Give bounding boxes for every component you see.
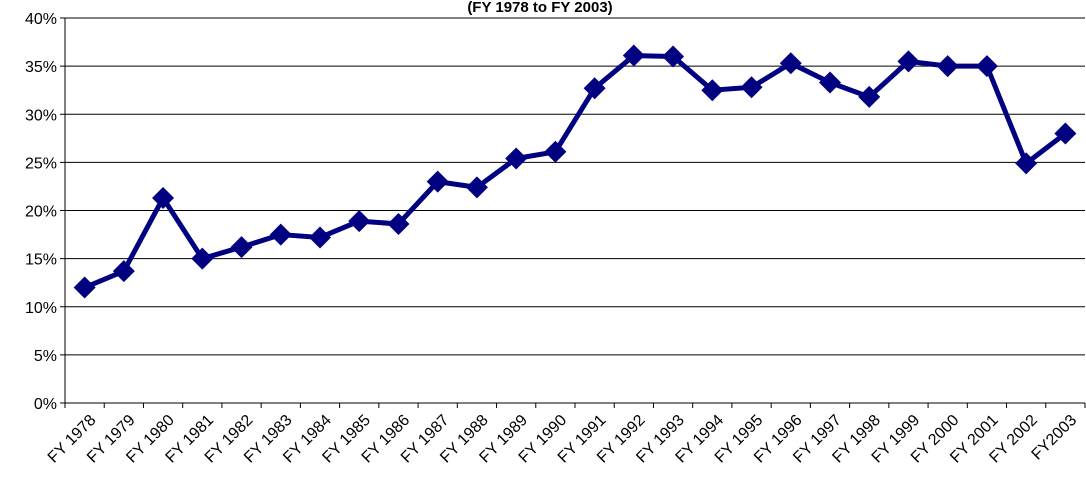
y-tick-label: 20% [25,204,57,221]
marker [73,276,96,299]
marker [701,79,724,102]
marker [387,212,410,235]
marker [936,55,959,78]
marker [191,247,214,270]
marker [230,236,253,259]
y-tick-label: 10% [25,300,57,317]
marker [348,210,371,233]
y-tick-label: 15% [25,252,57,269]
marker [858,85,881,108]
marker [897,50,920,73]
marker [426,170,449,193]
marker [309,226,331,249]
y-tick-label: 40% [25,11,57,28]
marker [779,52,802,75]
marker [740,76,763,99]
marker [622,44,645,67]
marker [583,77,606,100]
marker [152,186,175,209]
marker [662,45,685,68]
y-tick-label: 0% [34,396,57,413]
y-tick-label: 30% [25,107,57,124]
y-tick-label: 25% [25,155,57,172]
marker [819,71,841,94]
chart-title: (FY 1978 to FY 2003) [467,0,612,16]
y-tick-label: 35% [25,59,57,76]
marker [112,260,135,283]
marker [505,147,528,170]
marker [544,140,567,163]
marker [269,223,292,246]
marker [465,176,488,199]
marker [1054,122,1077,145]
line [83,53,1067,290]
y-tick-label: 5% [34,348,57,365]
marker [975,55,998,78]
marker [1015,152,1038,175]
